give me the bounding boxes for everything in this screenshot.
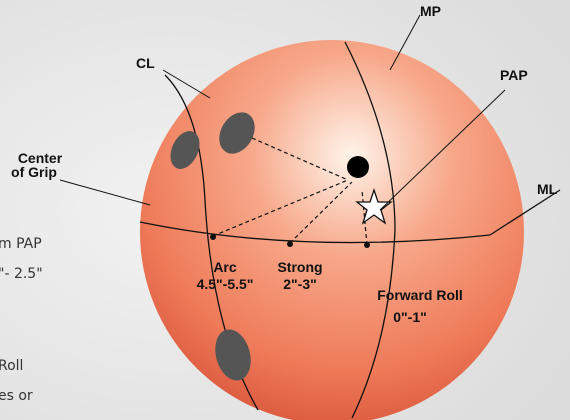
mp-label: MP: [420, 3, 441, 19]
side-text: m PAP: [0, 236, 42, 252]
finger-hole: [170, 131, 200, 169]
center-of-grip-label: Center: [18, 150, 63, 166]
zone-range: 2"-3": [283, 276, 317, 292]
zone-name: Strong: [277, 259, 322, 275]
pointer-lines: [59, 14, 506, 211]
thumb-hole: [215, 329, 251, 381]
zone-name: Forward Roll: [377, 287, 463, 303]
zone-name: Arc: [213, 259, 237, 275]
center-of-grip-dot: [347, 156, 369, 178]
side-text: "- 2.5": [0, 266, 43, 282]
ml-label: ML: [537, 181, 558, 197]
ball: [140, 40, 524, 420]
pap-label: PAP: [500, 67, 528, 83]
side-text: Roll: [0, 358, 23, 374]
side-text: es or: [0, 388, 33, 404]
dashed-lines: [212, 137, 368, 246]
center-of-grip-label: of Grip: [11, 164, 57, 180]
zone-dots: [210, 234, 370, 248]
zone-range: 4.5"-5.5": [197, 276, 254, 292]
finger-hole: [219, 112, 255, 154]
pap-star: [355, 187, 393, 225]
zone-range: 0"-1": [393, 309, 427, 325]
cl-label: CL: [136, 55, 155, 71]
